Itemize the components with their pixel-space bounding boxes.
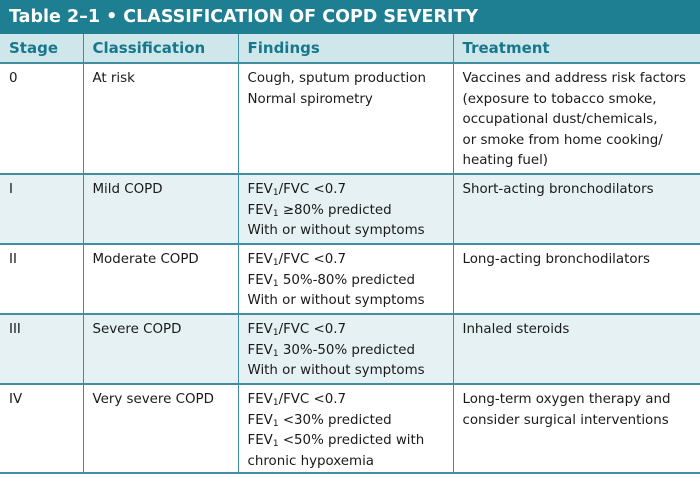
header-treatment: Treatment	[453, 34, 700, 64]
findings-cell: FEV1/FVC <0.7 FEV1 <30% predicted FEV1 <50…	[238, 384, 454, 474]
treatment-line: Vaccines and address risk factors	[462, 71, 686, 86]
finding-line: Normal spirometry	[247, 91, 373, 107]
finding-subscript: 1	[272, 398, 279, 408]
finding-measure: FEV	[247, 433, 273, 448]
treatment-line: consider surgical interventions	[462, 412, 669, 428]
finding-measure: FEV	[247, 342, 273, 358]
classification-cell: Very severe COPD	[83, 384, 239, 474]
treatment-cell: Inhaled steroids	[453, 314, 700, 385]
finding-value: /FVC <0.7	[278, 392, 347, 407]
finding-line: FEV1 ≥80% predicted	[248, 201, 447, 222]
treatment-line: occupational dust/chemicals,	[462, 112, 658, 127]
finding-line: chronic hypoxemia	[247, 453, 375, 469]
finding-line: FEV1/FVC <0.7	[248, 320, 447, 341]
finding-measure: FEV	[247, 182, 273, 197]
finding-value: /FVC <0.7	[278, 252, 347, 267]
header-classification: Classification	[83, 34, 239, 64]
finding-subscript: 1	[272, 258, 279, 268]
treatment-cell: Short-acting bronchodilators	[453, 174, 700, 245]
stage-cell: III	[0, 314, 84, 385]
header-findings: Findings	[238, 34, 454, 64]
findings-cell: Cough, sputum production Normal spirometr…	[238, 63, 454, 175]
finding-value: /FVC <0.7	[278, 322, 347, 337]
finding-subscript: 1	[272, 348, 279, 359]
treatment-line: Long-acting bronchodilators	[462, 252, 651, 267]
finding-measure: FEV	[247, 272, 273, 288]
treatment-cell: Long-acting bronchodilators	[453, 244, 700, 315]
finding-value: <50% predicted with	[278, 433, 425, 448]
finding-measure: FEV	[247, 392, 273, 407]
treatment-line: Short-acting bronchodilators	[462, 182, 654, 197]
finding-subscript: 1	[272, 328, 279, 338]
stage-cell: II	[0, 244, 84, 315]
finding-subscript: 1	[272, 418, 279, 429]
findings-cell: FEV1/FVC <0.7 FEV1 ≥80% predicted With or …	[238, 174, 454, 245]
finding-measure: FEV	[247, 252, 273, 267]
finding-subscript: 1	[272, 188, 279, 198]
classification-cell: At risk	[83, 63, 239, 175]
finding-value: 50%-80% predicted	[278, 272, 415, 288]
finding-line: With or without symptoms	[247, 363, 425, 378]
copd-severity-table: Stage Classification Findings Treatment …	[0, 34, 700, 474]
finding-line: FEV1 <30% predicted	[248, 411, 447, 432]
stage-cell: 0	[0, 63, 84, 175]
treatment-line: (exposure to tobacco smoke,	[462, 91, 657, 107]
classification-cell: Severe COPD	[83, 314, 239, 385]
finding-line: With or without symptoms	[247, 293, 425, 308]
table-row: 0 At risk Cough, sputum production Normal s…	[0, 63, 700, 175]
finding-value: <30% predicted	[278, 412, 392, 428]
table-row: II Moderate COPD FEV1/FVC <0.7 FEV1 50%-80%…	[0, 244, 700, 315]
header-row: Stage Classification Findings Treatment	[0, 34, 700, 64]
findings-cell: FEV1/FVC <0.7 FEV1 50%-80% predicted With …	[238, 244, 454, 315]
classification-cell: Moderate COPD	[83, 244, 239, 315]
title-separator: •	[106, 7, 118, 27]
finding-measure: FEV	[247, 202, 273, 218]
stage-cell: I	[0, 174, 84, 245]
finding-subscript: 1	[272, 278, 279, 289]
table-number: Table 2–1	[9, 7, 101, 27]
finding-value: /FVC <0.7	[278, 182, 347, 197]
classification-cell: Mild COPD	[83, 174, 239, 245]
finding-value: 30%-50% predicted	[278, 342, 415, 358]
treatment-line: heating fuel)	[462, 153, 549, 168]
finding-subscript: 1	[272, 208, 279, 219]
finding-line: FEV1/FVC <0.7	[248, 180, 447, 201]
treatment-cell: Vaccines and address risk factors (exposu…	[453, 63, 700, 175]
finding-line: With or without symptoms	[247, 223, 425, 238]
findings-cell: FEV1/FVC <0.7 FEV1 30%-50% predicted With …	[238, 314, 454, 385]
finding-measure: FEV	[247, 412, 273, 428]
finding-line: FEV1/FVC <0.7	[248, 250, 447, 271]
treatment-line: or smoke from home cooking/	[462, 132, 663, 148]
finding-value: ≥80% predicted	[278, 202, 392, 218]
table-row: III Severe COPD FEV1/FVC <0.7 FEV1 30%-50% …	[0, 314, 700, 385]
table-title: CLASSIFICATION OF COPD SEVERITY	[123, 7, 479, 27]
finding-subscript: 1	[272, 439, 279, 449]
treatment-cell: Long-term oxygen therapy and consider sur…	[453, 384, 700, 474]
header-stage: Stage	[0, 34, 84, 64]
table-row: I Mild COPD FEV1/FVC <0.7 FEV1 ≥80% predict…	[0, 174, 700, 245]
treatment-line: Long-term oxygen therapy and	[462, 392, 671, 407]
finding-measure: FEV	[247, 322, 273, 337]
finding-line: Cough, sputum production	[247, 71, 426, 86]
finding-line: FEV1 30%-50% predicted	[248, 341, 447, 362]
finding-line: FEV1 <50% predicted with	[248, 431, 447, 452]
table-row: IV Very severe COPD FEV1/FVC <0.7 FEV1 <30%…	[0, 384, 700, 474]
stage-cell: IV	[0, 384, 84, 474]
finding-line: FEV1/FVC <0.7	[248, 390, 447, 411]
treatment-line: Inhaled steroids	[462, 322, 570, 337]
table-title-bar: Table 2–1 • CLASSIFICATION OF COPD SEVERIT…	[0, 0, 700, 34]
finding-line: FEV1 50%-80% predicted	[248, 271, 447, 292]
